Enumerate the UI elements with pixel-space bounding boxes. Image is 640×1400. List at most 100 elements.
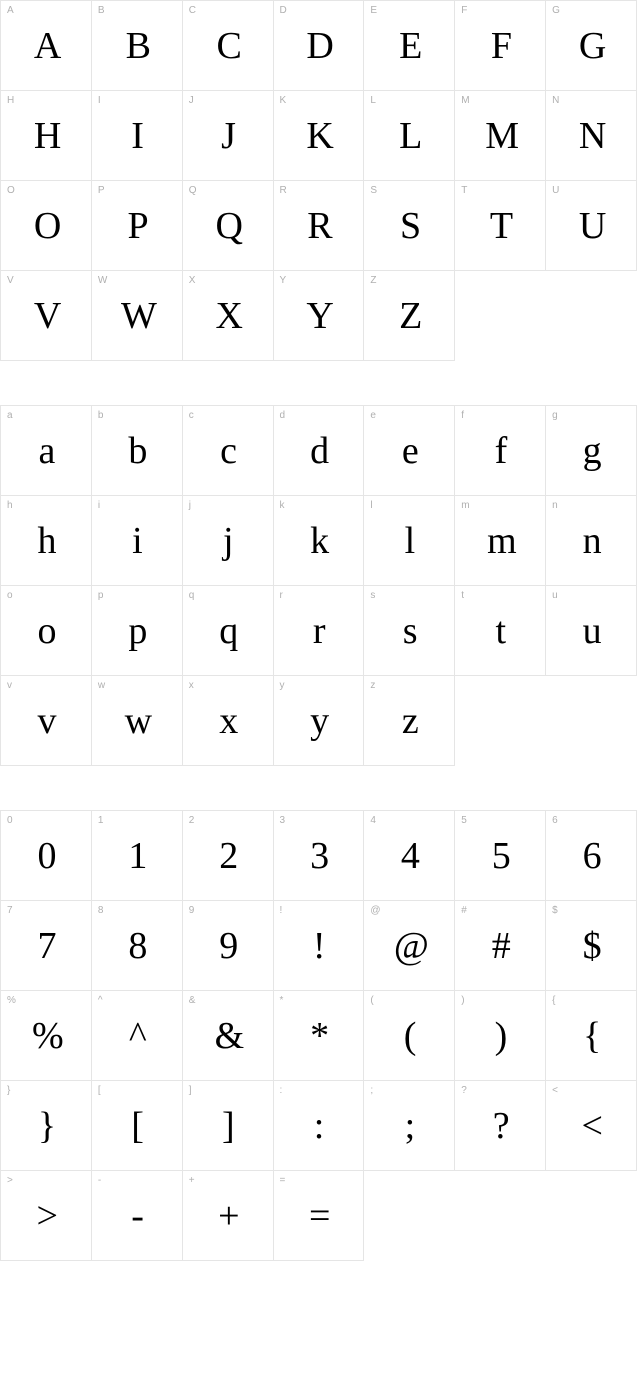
glyph-cell[interactable]: MM — [455, 91, 546, 181]
glyph-cell[interactable]: >> — [1, 1171, 92, 1261]
glyph-cell[interactable]: {{ — [546, 991, 637, 1081]
glyph-cell[interactable]: RR — [274, 181, 365, 271]
glyph-cell[interactable]: 55 — [455, 811, 546, 901]
glyph-cell[interactable]: rr — [274, 586, 365, 676]
glyph-cell[interactable]: VV — [1, 271, 92, 361]
glyph-cell[interactable]: ?? — [455, 1081, 546, 1171]
glyph-cell[interactable]: 00 — [1, 811, 92, 901]
glyph-cell[interactable]: $$ — [546, 901, 637, 991]
glyph-cell[interactable]: DD — [274, 1, 365, 91]
glyph-cell[interactable]: FF — [455, 1, 546, 91]
glyph-cell[interactable]: ZZ — [364, 271, 455, 361]
glyph-cell[interactable]: yy — [274, 676, 365, 766]
glyph-label: D — [280, 5, 287, 16]
glyph-cell[interactable]: cc — [183, 406, 274, 496]
glyph-cell[interactable]: == — [274, 1171, 365, 1261]
glyph-cell[interactable]: jj — [183, 496, 274, 586]
glyph-cell[interactable]: ii — [92, 496, 183, 586]
glyph-cell[interactable]: JJ — [183, 91, 274, 181]
glyph-cell[interactable]: YY — [274, 271, 365, 361]
glyph-cell[interactable]: KK — [274, 91, 365, 181]
glyph-label: 9 — [189, 905, 195, 916]
glyph-cell[interactable]: 22 — [183, 811, 274, 901]
glyph-cell[interactable]: TT — [455, 181, 546, 271]
glyph-cell[interactable]: qq — [183, 586, 274, 676]
glyph-label: X — [189, 275, 196, 286]
glyph-cell[interactable]: vv — [1, 676, 92, 766]
glyph-label: w — [98, 680, 105, 691]
glyph-cell[interactable]: )) — [455, 991, 546, 1081]
glyph-cell[interactable]: uu — [546, 586, 637, 676]
glyph-cell[interactable]: && — [183, 991, 274, 1081]
glyph-cell[interactable]: AA — [1, 1, 92, 91]
glyph-cell[interactable]: QQ — [183, 181, 274, 271]
glyph-cell[interactable]: ww — [92, 676, 183, 766]
glyph-cell[interactable]: tt — [455, 586, 546, 676]
glyph-label: 2 — [189, 815, 195, 826]
glyph-cell[interactable]: mm — [455, 496, 546, 586]
glyph-cell[interactable]: aa — [1, 406, 92, 496]
glyph-display: z — [402, 699, 419, 743]
glyph-cell[interactable]: bb — [92, 406, 183, 496]
glyph-cell[interactable]: kk — [274, 496, 365, 586]
glyph-cell[interactable]: %% — [1, 991, 92, 1081]
glyph-cell[interactable]: gg — [546, 406, 637, 496]
glyph-cell[interactable]: 66 — [546, 811, 637, 901]
glyph-label: p — [98, 590, 104, 601]
glyph-display: m — [487, 519, 517, 563]
glyph-cell[interactable]: ss — [364, 586, 455, 676]
glyph-cell[interactable]: dd — [274, 406, 365, 496]
glyph-cell[interactable]: ^^ — [92, 991, 183, 1081]
glyph-label: l — [370, 500, 372, 511]
glyph-cell[interactable]: ** — [274, 991, 365, 1081]
glyph-cell[interactable]: ]] — [183, 1081, 274, 1171]
glyph-cell[interactable]: xx — [183, 676, 274, 766]
glyph-cell[interactable]: UU — [546, 181, 637, 271]
glyph-cell[interactable]: :: — [274, 1081, 365, 1171]
glyph-cell[interactable]: 88 — [92, 901, 183, 991]
glyph-cell[interactable]: ll — [364, 496, 455, 586]
glyph-cell[interactable]: nn — [546, 496, 637, 586]
glyph-label: i — [98, 500, 100, 511]
glyph-display: 8 — [128, 924, 147, 968]
glyph-cell[interactable]: 33 — [274, 811, 365, 901]
glyph-cell[interactable]: ## — [455, 901, 546, 991]
glyph-cell[interactable]: [[ — [92, 1081, 183, 1171]
glyph-cell[interactable]: pp — [92, 586, 183, 676]
glyph-cell[interactable]: ee — [364, 406, 455, 496]
glyph-label: U — [552, 185, 559, 196]
glyph-cell[interactable]: LL — [364, 91, 455, 181]
glyph-cell[interactable]: zz — [364, 676, 455, 766]
glyph-cell[interactable]: 77 — [1, 901, 92, 991]
glyph-cell[interactable]: PP — [92, 181, 183, 271]
glyph-cell[interactable]: 11 — [92, 811, 183, 901]
glyph-display: Y — [306, 294, 333, 338]
glyph-cell[interactable]: XX — [183, 271, 274, 361]
glyph-cell[interactable]: -- — [92, 1171, 183, 1261]
glyph-cell[interactable]: EE — [364, 1, 455, 91]
glyph-cell[interactable]: BB — [92, 1, 183, 91]
glyph-cell[interactable]: !! — [274, 901, 365, 991]
glyph-label: H — [7, 95, 14, 106]
glyph-cell[interactable]: CC — [183, 1, 274, 91]
glyph-cell[interactable]: ++ — [183, 1171, 274, 1261]
glyph-cell[interactable]: OO — [1, 181, 92, 271]
glyph-cell[interactable]: << — [546, 1081, 637, 1171]
glyph-cell[interactable]: NN — [546, 91, 637, 181]
glyph-display: u — [583, 609, 602, 653]
glyph-cell[interactable]: hh — [1, 496, 92, 586]
glyph-cell[interactable]: }} — [1, 1081, 92, 1171]
glyph-cell[interactable]: ff — [455, 406, 546, 496]
glyph-cell[interactable]: @@ — [364, 901, 455, 991]
glyph-cell[interactable]: SS — [364, 181, 455, 271]
glyph-cell[interactable]: (( — [364, 991, 455, 1081]
glyph-display: E — [399, 24, 422, 68]
glyph-cell[interactable]: GG — [546, 1, 637, 91]
glyph-cell[interactable]: WW — [92, 271, 183, 361]
glyph-cell[interactable]: II — [92, 91, 183, 181]
glyph-cell[interactable]: 99 — [183, 901, 274, 991]
glyph-cell[interactable]: 44 — [364, 811, 455, 901]
glyph-cell[interactable]: HH — [1, 91, 92, 181]
glyph-cell[interactable]: oo — [1, 586, 92, 676]
glyph-cell[interactable]: ;; — [364, 1081, 455, 1171]
